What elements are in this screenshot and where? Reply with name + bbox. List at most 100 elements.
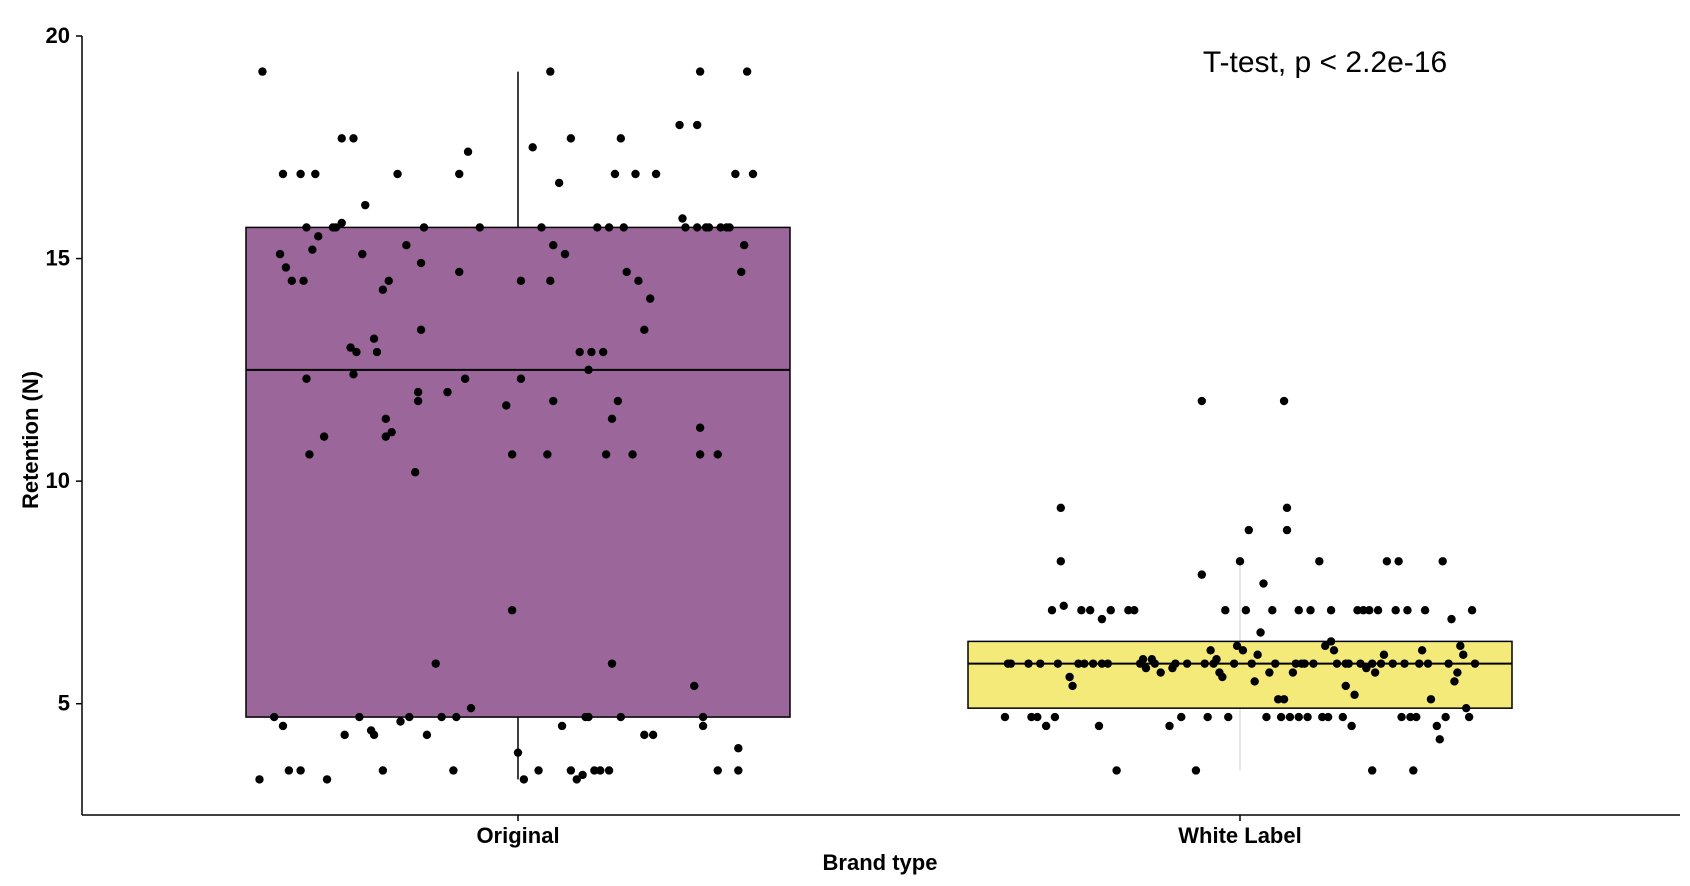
y-tick-label: 15 xyxy=(46,246,70,271)
data-point xyxy=(269,712,279,722)
data-point xyxy=(1224,712,1233,722)
data-point xyxy=(443,387,452,397)
data-point xyxy=(1097,614,1107,624)
data-point xyxy=(516,276,526,286)
data-point xyxy=(742,67,752,76)
data-point xyxy=(1373,606,1383,615)
data-point xyxy=(361,200,370,210)
data-point xyxy=(587,347,596,357)
data-point xyxy=(631,169,640,179)
data-point xyxy=(1156,668,1165,677)
data-point xyxy=(713,450,722,459)
data-point xyxy=(281,263,291,272)
data-point xyxy=(1235,557,1245,566)
data-point xyxy=(1103,659,1113,668)
data-point xyxy=(1367,659,1377,668)
data-point xyxy=(1080,659,1089,668)
data-point xyxy=(1356,659,1365,668)
data-point xyxy=(546,67,555,76)
data-point xyxy=(640,730,649,740)
data-point xyxy=(1338,712,1348,722)
data-point xyxy=(1391,606,1400,615)
data-point xyxy=(349,370,358,379)
data-point xyxy=(1041,721,1051,731)
y-tick-label: 10 xyxy=(46,468,70,493)
data-point xyxy=(1300,659,1309,668)
data-point xyxy=(566,134,576,143)
data-point xyxy=(549,396,558,406)
data-point xyxy=(598,347,608,357)
data-point xyxy=(1006,659,1016,668)
tick-labels: 5 10 15 20 Original White Label xyxy=(46,23,1302,848)
data-point xyxy=(734,744,743,753)
data-point xyxy=(648,730,658,740)
data-point xyxy=(616,712,626,722)
data-point xyxy=(731,169,740,179)
data-point xyxy=(678,214,687,223)
data-point xyxy=(358,249,367,259)
t-test-annotation: T-test, p < 2.2e-16 xyxy=(1203,46,1447,79)
data-point xyxy=(560,249,570,259)
data-point xyxy=(1441,712,1450,722)
data-point xyxy=(575,347,584,357)
data-point xyxy=(748,169,758,179)
data-point xyxy=(1365,606,1374,615)
data-point xyxy=(1350,690,1359,700)
data-point xyxy=(1273,695,1283,704)
data-point xyxy=(372,347,382,357)
data-point xyxy=(1259,579,1268,588)
data-point xyxy=(1315,557,1324,566)
data-point xyxy=(1033,712,1042,722)
data-point xyxy=(1056,557,1066,566)
data-point xyxy=(305,450,314,459)
data-point xyxy=(437,712,446,722)
data-point xyxy=(716,223,725,232)
data-point xyxy=(1309,659,1318,668)
data-point xyxy=(1094,721,1104,731)
data-point xyxy=(628,450,637,459)
data-point xyxy=(1165,721,1174,731)
data-point xyxy=(601,450,611,459)
data-point xyxy=(466,703,476,713)
data-point xyxy=(507,450,517,459)
data-point xyxy=(1232,641,1242,651)
data-point xyxy=(1130,606,1139,615)
data-point xyxy=(1047,606,1057,615)
data-point xyxy=(1059,601,1068,610)
data-point xyxy=(416,258,426,268)
data-point xyxy=(1353,606,1362,615)
data-point xyxy=(1453,668,1462,677)
data-point xyxy=(1036,659,1045,668)
data-point xyxy=(692,120,702,130)
data-point xyxy=(604,766,614,775)
data-point xyxy=(596,766,605,775)
data-point xyxy=(1000,712,1010,722)
data-point xyxy=(507,606,517,615)
data-point xyxy=(1256,628,1265,637)
data-point xyxy=(607,414,617,424)
data-point xyxy=(1244,525,1254,535)
data-point xyxy=(739,241,749,250)
data-point xyxy=(1276,712,1286,722)
data-point xyxy=(1414,659,1424,668)
data-point xyxy=(1294,712,1303,722)
data-point xyxy=(1088,659,1098,668)
data-point xyxy=(1456,641,1465,651)
data-point xyxy=(1191,766,1201,775)
data-point xyxy=(1218,672,1227,682)
data-point xyxy=(413,396,423,406)
data-point xyxy=(1382,557,1392,566)
data-point xyxy=(1388,659,1397,668)
data-point xyxy=(1097,659,1107,668)
data-point xyxy=(1447,614,1456,624)
data-point xyxy=(284,766,294,775)
data-point xyxy=(387,427,396,437)
data-point xyxy=(319,432,329,441)
data-point xyxy=(1326,606,1336,615)
data-point xyxy=(1077,606,1086,615)
data-point xyxy=(1053,659,1063,668)
data-point xyxy=(1200,659,1209,668)
data-point xyxy=(1074,659,1083,668)
data-point xyxy=(340,730,349,740)
